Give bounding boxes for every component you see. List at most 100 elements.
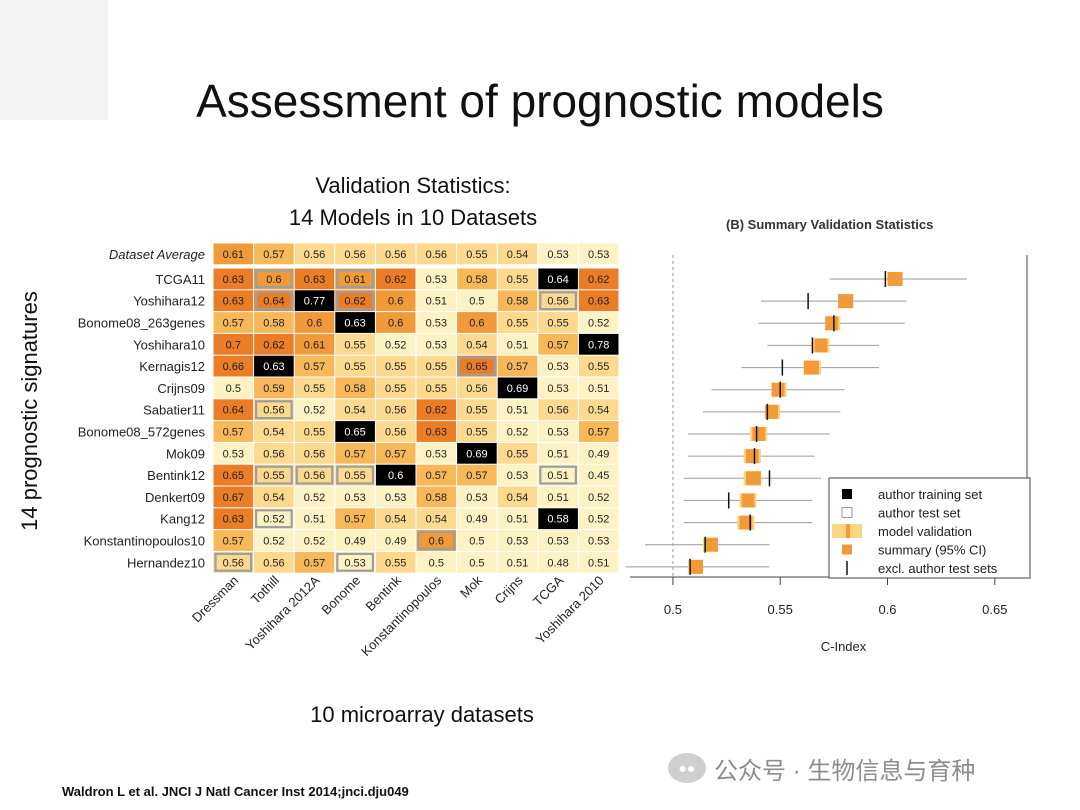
- slide-title: Assessment of prognostic models: [196, 75, 884, 127]
- heatmap-column-label: Tothill: [248, 573, 282, 607]
- heatmap-cell-value: 0.53: [547, 383, 568, 395]
- heatmap-cell: [294, 399, 335, 421]
- heatmap-cell: [213, 312, 254, 333]
- author-test-set-outline: [336, 552, 374, 572]
- average-cell-value: 0.55: [466, 249, 487, 261]
- heatmap-cell-value: 0.57: [304, 557, 325, 569]
- heatmap-cell-value: 0.53: [426, 274, 447, 286]
- heatmap-cell: [578, 333, 619, 355]
- heatmap-cell: [416, 442, 457, 464]
- heatmap-cell-value: 0.51: [547, 470, 568, 482]
- heatmap-cell: [578, 312, 619, 333]
- heatmap-cell: [375, 442, 416, 464]
- heatmap-cell: [294, 333, 335, 355]
- heatmap-cell: [457, 355, 497, 377]
- heatmap-cell-value: 0.55: [344, 339, 365, 351]
- heatmap-cell-value: 0.63: [426, 427, 447, 439]
- heatmap-cell: [497, 399, 538, 421]
- forest-x-tick-label: 0.5: [664, 602, 682, 617]
- heatmap-cell: [254, 268, 294, 290]
- heatmap-cell-value: 0.57: [223, 318, 244, 330]
- summary-ci-box: [838, 294, 854, 309]
- heatmap-cell: [457, 508, 497, 530]
- heatmap-cell: [213, 355, 254, 377]
- heatmap-cell-value: 0.59: [263, 383, 284, 395]
- heatmap-cell-value: 0.53: [344, 557, 365, 569]
- heatmap-cell-value: 0.6: [307, 318, 322, 330]
- heatmap-cell-value: 0.56: [304, 470, 325, 482]
- heatmap-cell-value: 0.54: [507, 492, 528, 504]
- heatmap-cell-value: 0.6: [388, 318, 403, 330]
- heatmap-cell: [457, 442, 497, 464]
- heatmap-cell-value: 0.57: [344, 514, 365, 526]
- heatmap-cell-value: 0.58: [344, 383, 365, 395]
- heatmap-cell: [335, 268, 375, 290]
- author-test-set-outline: [458, 356, 496, 376]
- summary-ci-box: [771, 382, 785, 397]
- heatmap-cell: [335, 312, 375, 333]
- heatmap-cell-value: 0.49: [588, 448, 609, 460]
- heatmap-row-label: TCGA11: [155, 272, 205, 287]
- heatmap-cell: [335, 355, 375, 377]
- heatmap-cell: [497, 268, 538, 290]
- heatmap-cell: [538, 290, 578, 312]
- heatmap-cell: [497, 355, 538, 377]
- heatmap-cell-value: 0.57: [547, 339, 568, 351]
- heatmap-cell: [457, 421, 497, 442]
- heatmap-cell-value: 0.56: [223, 557, 244, 569]
- heatmap-cell-value: 0.62: [426, 405, 447, 417]
- heatmap-cell-value: 0.54: [263, 492, 284, 504]
- average-cell: [254, 243, 294, 265]
- heatmap-column-label: Bonome: [318, 573, 363, 618]
- heatmap-cell-value: 0.55: [547, 318, 568, 330]
- heatmap-cell: [335, 464, 375, 486]
- average-cell: [457, 243, 497, 265]
- heatmap-cell-value: 0.65: [466, 361, 487, 373]
- heatmap-cell-value: 0.69: [507, 383, 528, 395]
- heatmap-cell: [538, 333, 578, 355]
- heatmap-cell: [497, 486, 538, 508]
- heatmap-cell-value: 0.63: [304, 274, 325, 286]
- heatmap-cell-value: 0.53: [588, 536, 609, 548]
- heatmap-row-label: Bentink12: [147, 468, 205, 483]
- author-test-set-outline: [336, 465, 374, 485]
- heatmap-cell-value: 0.55: [466, 427, 487, 439]
- heatmap-cell-value: 0.52: [588, 492, 609, 504]
- slide-corner-block: [0, 0, 108, 120]
- heatmap-cell-value: 0.52: [263, 536, 284, 548]
- heatmap-cell-value: 0.51: [588, 557, 609, 569]
- heatmap-cell: [254, 355, 294, 377]
- heatmap-cell: [416, 551, 457, 573]
- heatmap-column-label: Crijns: [492, 572, 526, 606]
- average-cell-value: 0.56: [426, 249, 447, 261]
- heatmap-cell-value: 0.56: [263, 448, 284, 460]
- heatmap-cell-value: 0.52: [304, 492, 325, 504]
- legend-label: author training set: [878, 487, 982, 502]
- author-test-set-outline: [295, 465, 334, 485]
- heatmap-cell: [497, 530, 538, 551]
- heatmap-cell: [375, 486, 416, 508]
- heatmap-row-label: Bonome08_572genes: [78, 425, 206, 440]
- heatmap-cell: [294, 268, 335, 290]
- heatmap-cell: [538, 486, 578, 508]
- heatmap-row-label: Yoshihara10: [133, 337, 205, 352]
- heatmap-cell: [416, 486, 457, 508]
- heatmap-title-line2: 14 Models in 10 Datasets: [288, 205, 538, 230]
- heatmap-cell-value: 0.67: [223, 492, 244, 504]
- heatmap-cell-value: 0.66: [223, 361, 244, 373]
- heatmap-cell: [416, 464, 457, 486]
- heatmap-cell-value: 0.55: [385, 361, 406, 373]
- average-cell: [335, 243, 375, 265]
- heatmap-cell-value: 0.63: [344, 318, 365, 330]
- heatmap-cell: [213, 508, 254, 530]
- heatmap-cell: [254, 377, 294, 399]
- heatmap-cell: [213, 268, 254, 290]
- summary-ci-box: [705, 537, 718, 552]
- heatmap-cell-value: 0.64: [547, 274, 568, 286]
- author-test-set-outline: [336, 269, 374, 289]
- heatmap-cell: [578, 377, 619, 399]
- heatmap-cell-value: 0.55: [344, 470, 365, 482]
- forest-x-tick-label: 0.6: [878, 602, 896, 617]
- heatmap-cell-value: 0.55: [344, 361, 365, 373]
- heatmap-cell-value: 0.57: [223, 536, 244, 548]
